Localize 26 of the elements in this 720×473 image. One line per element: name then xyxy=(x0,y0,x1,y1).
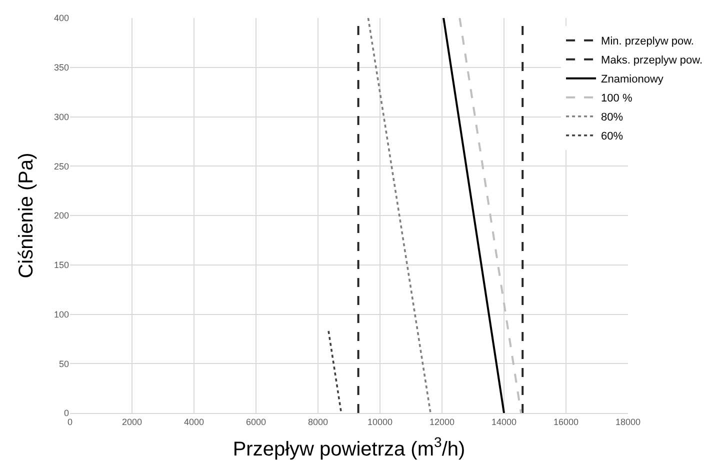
legend-label: Znamionowy xyxy=(601,74,664,86)
legend-label: Maks. przeplyw pow. xyxy=(601,54,703,67)
y-tick-label: 300 xyxy=(54,112,69,122)
y-tick-label: 350 xyxy=(54,62,69,73)
legend-label: 80% xyxy=(601,112,624,124)
y-tick-label: 150 xyxy=(54,260,69,270)
x-axis-title: Przepływ powietrza (m$^{3}$/h) xyxy=(232,434,466,460)
y-tick-label: 200 xyxy=(54,210,69,221)
x-tick-label: 16000 xyxy=(553,416,579,427)
y-tick-label: 250 xyxy=(54,161,69,172)
x-tick-label: 12000 xyxy=(429,416,455,427)
x-tick-label: 8000 xyxy=(308,416,328,427)
y-axis-title: Ciśnienie (Pa) xyxy=(15,152,38,278)
y-tick-label: 100 xyxy=(54,309,69,320)
x-tick-label: 14000 xyxy=(491,416,517,427)
x-tick-label: 10000 xyxy=(367,416,393,427)
x-tick-label: 2000 xyxy=(122,416,142,427)
y-tick-label: 50 xyxy=(58,358,69,369)
y-tick-label: 0 xyxy=(64,408,69,418)
x-tick-label: 4000 xyxy=(184,416,204,427)
x-tick-label: 6000 xyxy=(246,416,266,427)
legend-label: 60% xyxy=(601,130,624,143)
y-tick-label: 400 xyxy=(54,13,69,24)
legend-label: 100 % xyxy=(601,92,632,105)
legend-label: Min. przeplyw pow. xyxy=(601,36,694,48)
x-tick-label: 18000 xyxy=(615,416,641,427)
